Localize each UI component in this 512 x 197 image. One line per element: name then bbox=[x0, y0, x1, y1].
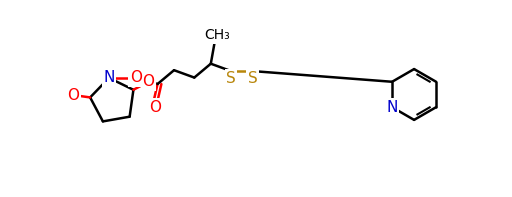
Text: N: N bbox=[103, 70, 115, 85]
Text: O: O bbox=[149, 100, 161, 115]
Text: CH₃: CH₃ bbox=[204, 28, 230, 42]
Text: O: O bbox=[130, 70, 142, 85]
Text: S: S bbox=[248, 71, 258, 85]
Text: N: N bbox=[387, 100, 398, 115]
Text: O: O bbox=[68, 88, 79, 103]
Text: O: O bbox=[142, 74, 155, 89]
Text: S: S bbox=[226, 71, 236, 85]
